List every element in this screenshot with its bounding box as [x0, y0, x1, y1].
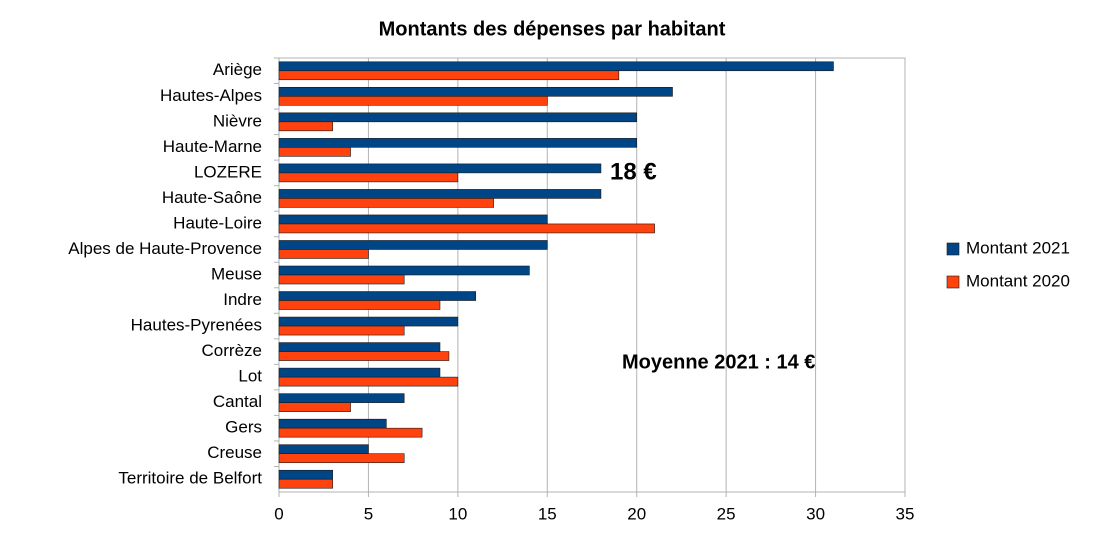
- bar: [278, 325, 405, 336]
- x-tick-label: 5: [364, 504, 373, 523]
- y-tick-label: Territoire de Belfort: [118, 469, 262, 488]
- y-tick-label: Hautes-Pyrenées: [131, 316, 262, 335]
- bar: [278, 265, 530, 276]
- bar: [278, 189, 602, 199]
- legend-label: Montant 2020: [966, 271, 1070, 290]
- bar: [278, 121, 333, 132]
- x-tick-label: 25: [717, 504, 736, 523]
- bar: [278, 469, 333, 480]
- legend-swatch: [946, 275, 960, 289]
- bar: [278, 223, 655, 234]
- bar: [278, 478, 333, 489]
- bar: [278, 240, 548, 250]
- annotation: Moyenne 2021 : 14 €: [622, 351, 815, 373]
- bar: [278, 418, 387, 429]
- y-tick-label: Alpes de Haute-Provence: [68, 239, 262, 258]
- bar: [278, 61, 834, 72]
- bar: [278, 147, 351, 157]
- y-tick-label: Lot: [238, 367, 262, 386]
- bar: [278, 163, 602, 174]
- y-tick-label: Haute-Loire: [173, 213, 262, 232]
- y-tick-label: Haute-Marne: [163, 137, 262, 156]
- x-tick-label: 30: [806, 504, 825, 523]
- bar: [278, 214, 548, 225]
- bar: [278, 351, 450, 361]
- legend-swatch: [946, 242, 960, 256]
- y-tick-label: Meuse: [211, 264, 262, 283]
- bar: [278, 393, 405, 403]
- y-tick-label: Ariège: [213, 60, 262, 79]
- bar: [278, 453, 405, 464]
- bar: [278, 86, 673, 97]
- y-tick-label: Corrèze: [202, 341, 262, 360]
- x-tick-label: 10: [448, 504, 467, 523]
- x-tick-label: 35: [896, 504, 915, 523]
- bar: [278, 70, 620, 81]
- annotation: 18 €: [610, 158, 657, 185]
- bar: [278, 274, 405, 285]
- bar: [278, 427, 423, 438]
- y-tick-label: Nièvre: [213, 111, 262, 130]
- x-tick-label: 20: [627, 504, 646, 523]
- y-tick-label: Haute-Saône: [162, 188, 262, 207]
- bar: [278, 138, 638, 148]
- y-tick-label: Creuse: [207, 443, 262, 462]
- y-tick-label: Indre: [223, 290, 262, 309]
- bar: [278, 95, 548, 106]
- x-tick-label: 15: [538, 504, 557, 523]
- bar: [278, 300, 441, 310]
- y-tick-label: Hautes-Alpes: [160, 86, 262, 105]
- legend-label: Montant 2021: [966, 238, 1070, 257]
- y-tick-label: Gers: [225, 418, 262, 437]
- bar: [278, 342, 441, 352]
- bar: [278, 172, 459, 183]
- bar: [278, 198, 494, 208]
- y-tick-label: LOZERE: [194, 162, 262, 181]
- chart-title: Montants des dépenses par habitant: [379, 18, 726, 40]
- bar: [278, 376, 459, 387]
- bar: [278, 402, 351, 412]
- bar: [278, 316, 459, 327]
- y-tick-label: Cantal: [213, 392, 262, 411]
- bar: [278, 444, 369, 455]
- bar: [278, 249, 369, 259]
- bar: [278, 367, 441, 378]
- bar: [278, 291, 477, 301]
- x-tick-label: 0: [274, 504, 283, 523]
- bar: [278, 112, 638, 123]
